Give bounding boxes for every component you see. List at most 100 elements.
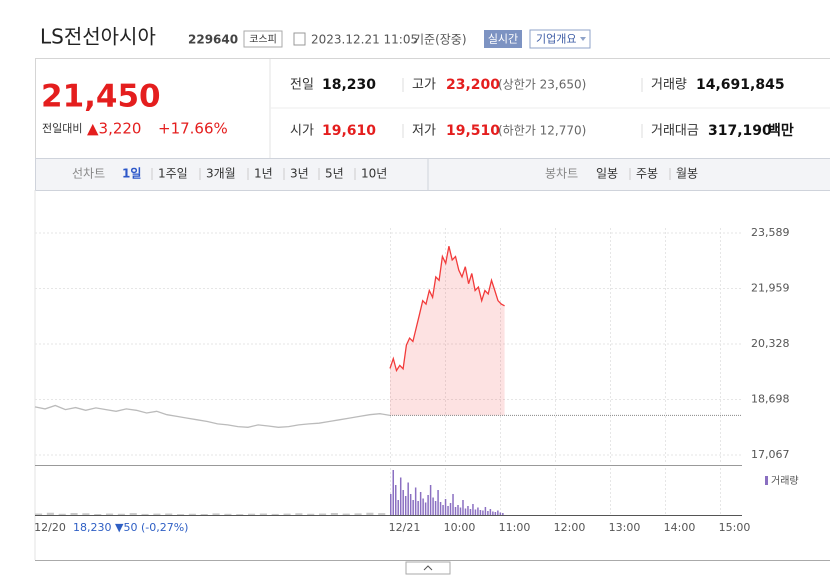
- volume-bar: [467, 506, 469, 515]
- x-tick-label: 13:00: [609, 521, 641, 534]
- volume-bar: [378, 513, 386, 515]
- prev-day-line: [34, 404, 391, 428]
- tab[interactable]: 월봉: [676, 167, 698, 181]
- volume-bar: [469, 509, 472, 515]
- volume-bar: [439, 502, 442, 515]
- volume-bar: [422, 498, 424, 515]
- volume-bar: [307, 513, 315, 515]
- volume-bar: [494, 512, 497, 515]
- line-chart-label: 선차트: [72, 167, 105, 181]
- company-label[interactable]: 기업개요: [536, 33, 576, 46]
- basis: 기준(장중): [413, 33, 467, 47]
- volume-bar: [394, 485, 397, 515]
- tab[interactable]: 주봉: [636, 167, 658, 181]
- volume-bar: [437, 490, 439, 515]
- stat-value: 18,230: [322, 77, 376, 93]
- stat-extra: (상한가 23,650): [498, 78, 586, 92]
- volume-bar: [283, 513, 291, 515]
- collapse-button[interactable]: [405, 561, 451, 575]
- y-tick-label: 17,067: [751, 448, 790, 461]
- volume-bar: [484, 507, 487, 515]
- volume-bar: [271, 513, 279, 515]
- volume-bar: [153, 513, 161, 515]
- volume-bar: [409, 494, 412, 515]
- volume-bar: [319, 513, 327, 515]
- volume-label: 거래량: [771, 475, 799, 487]
- volume-bar: [492, 511, 494, 515]
- volume-bar: [489, 509, 492, 515]
- volume-bar: [472, 504, 474, 515]
- volume-bar: [479, 510, 482, 515]
- price: 21,450: [41, 79, 161, 115]
- volume-bar: [424, 502, 427, 515]
- tab[interactable]: 5년: [325, 167, 344, 181]
- x-tick-label: 12:00: [554, 521, 586, 534]
- change-pct: +17.66%: [158, 120, 228, 138]
- y-tick-label: 20,328: [751, 337, 790, 350]
- volume-bar: [459, 507, 462, 515]
- volume-bar: [442, 505, 444, 515]
- market: 코스피: [249, 34, 277, 46]
- today-line: [389, 246, 505, 373]
- volume-bar: [117, 513, 125, 515]
- volume-bar: [452, 494, 454, 515]
- volume-bar: [457, 505, 459, 515]
- tab[interactable]: 3년: [290, 167, 309, 181]
- volume-bar: [427, 495, 429, 515]
- volume-bar: [444, 499, 447, 515]
- x-tick-label: 10:00: [444, 521, 476, 534]
- volume-bar: [482, 510, 484, 515]
- calendar-icon: [293, 32, 306, 46]
- tab[interactable]: 1일: [122, 167, 141, 181]
- stat-extra: (하한가 12,770): [498, 124, 586, 138]
- tab[interactable]: 일봉: [596, 167, 618, 181]
- volume-bar: [414, 487, 417, 515]
- stat-unit: 백만: [768, 123, 794, 139]
- volume-bar: [295, 513, 303, 515]
- stat-label: 전일: [290, 78, 314, 93]
- volume-bar: [404, 496, 407, 515]
- volume-bar: [188, 513, 196, 515]
- volume-bar: [412, 500, 414, 515]
- volume-bar: [402, 490, 404, 515]
- volume-legend-swatch: [765, 476, 768, 485]
- y-tick-label: 21,959: [751, 281, 790, 294]
- volume-bar: [129, 513, 137, 515]
- volume-bar: [499, 512, 502, 515]
- stat-value: 14,691,845: [696, 77, 785, 93]
- change: ▲3,220: [87, 120, 141, 138]
- volume-bar: [407, 482, 409, 515]
- volume-bar: [392, 470, 394, 515]
- volume-bar: [354, 513, 362, 515]
- volume-bar: [259, 513, 267, 515]
- volume-bar: [106, 513, 114, 515]
- stat-label: 고가: [412, 78, 436, 93]
- volume-bar: [94, 514, 102, 515]
- volume-bar: [474, 509, 477, 515]
- stock-code: 229640: [188, 33, 238, 47]
- x-tick-label: 15:00: [719, 521, 751, 534]
- candle-chart-label: 봉차트: [545, 167, 578, 181]
- volume-bar: [58, 513, 66, 515]
- company-button[interactable]: [529, 29, 591, 49]
- stat-label: 시가: [290, 124, 314, 139]
- realtime-button[interactable]: [484, 30, 522, 48]
- volume-bar: [35, 513, 43, 515]
- volume-bar: [390, 494, 392, 515]
- volume-bar: [212, 513, 220, 515]
- tab[interactable]: 3개월: [206, 167, 236, 181]
- tab[interactable]: 1년: [254, 167, 273, 181]
- stat-label: 거래대금: [651, 124, 699, 139]
- tab[interactable]: 1주일: [158, 167, 188, 181]
- volume-bar: [447, 506, 449, 515]
- stat-label: 거래량: [651, 78, 687, 93]
- volume-bar: [177, 514, 185, 515]
- collapse-icon[interactable]: [423, 565, 433, 571]
- tab[interactable]: 10년: [361, 167, 387, 181]
- volume-bar: [464, 508, 467, 515]
- change-label: 전일대비: [42, 121, 82, 135]
- volume-bar: [46, 512, 54, 515]
- stock-name: LS전선아시아: [40, 25, 156, 49]
- volume-bar: [330, 513, 338, 515]
- realtime-label[interactable]: 실시간: [488, 33, 518, 46]
